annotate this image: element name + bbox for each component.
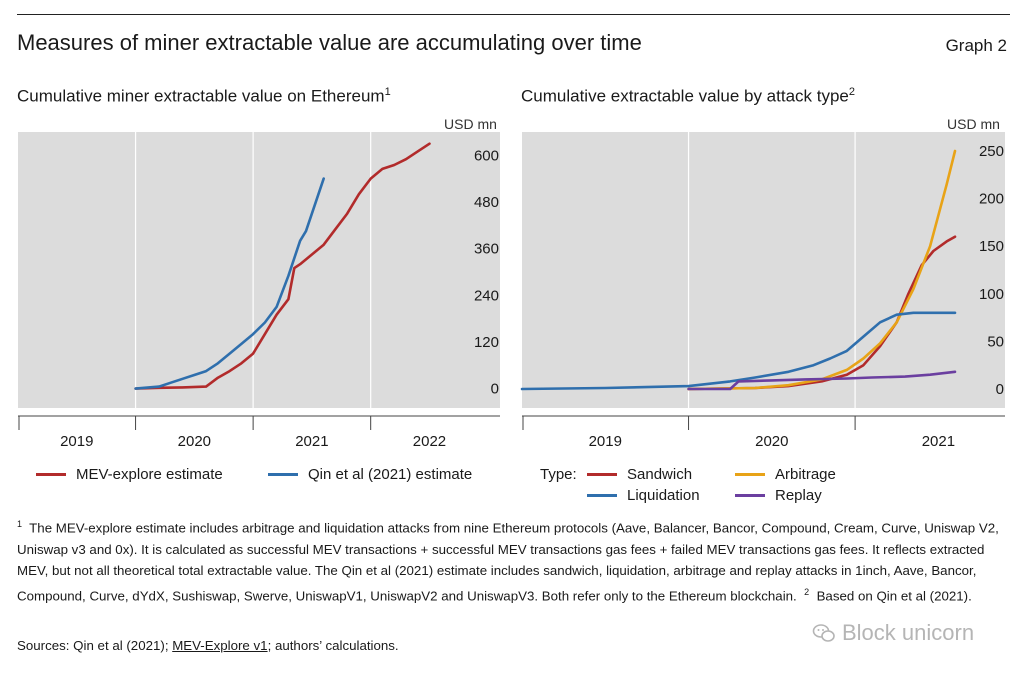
y-tick-label: 100: [979, 286, 1004, 303]
x-tick-label: 2019: [60, 433, 93, 450]
y-tick-label: 200: [979, 191, 1004, 208]
right-chart-title: Cumulative extractable value by attack t…: [521, 86, 856, 106]
legend-swatch: [36, 473, 66, 476]
x-tick-label: 2020: [178, 433, 211, 450]
top-rule: [17, 14, 1010, 15]
legend-item-replay: Replay: [735, 487, 822, 504]
legend-swatch: [735, 473, 765, 476]
legend-swatch: [268, 473, 298, 476]
series-line-qin-et-al-2021-estimate: [134, 177, 326, 390]
legend-swatch: [735, 494, 765, 497]
legend-swatch: [587, 494, 617, 497]
y-tick-label: 150: [979, 238, 1004, 255]
watermark: Block unicorn: [812, 620, 974, 646]
plot-background: [18, 132, 500, 408]
legend-swatch: [587, 473, 617, 476]
series-line-mev-explore-estimate: [134, 142, 431, 390]
x-tick-label: 2021: [922, 433, 955, 450]
y-tick-label: 360: [474, 241, 499, 258]
left-chart-title: Cumulative miner extractable value on Et…: [17, 86, 391, 106]
legend-item-qin: Qin et al (2021) estimate: [268, 466, 472, 483]
legend-item-mev-explore: MEV-explore estimate: [36, 466, 223, 483]
y-tick-label: 0: [491, 381, 499, 398]
legend-item-sandwich: Sandwich: [587, 466, 692, 483]
series-line-liquidation: [520, 311, 957, 391]
y-tick-label: 240: [474, 287, 499, 304]
x-tick-label: 2022: [413, 433, 446, 450]
x-tick-label: 2021: [295, 433, 328, 450]
legend-item-liquidation: Liquidation: [587, 487, 700, 504]
series-line-replay: [687, 370, 957, 391]
y-tick-label: 120: [474, 334, 499, 351]
y-tick-label: 250: [979, 143, 1004, 160]
right-unit-label: USD mn: [947, 116, 1000, 132]
y-tick-label: 600: [474, 147, 499, 164]
wechat-icon: [812, 624, 835, 642]
series-line-arbitrage: [687, 149, 957, 391]
legend-title: Type:: [540, 466, 577, 483]
y-tick-label: 0: [996, 381, 1004, 398]
x-tick-label: 2020: [755, 433, 788, 450]
page-title: Measures of miner extractable value are …: [17, 30, 642, 55]
footnote-1: The MEV-explore estimate includes arbitr…: [17, 520, 999, 604]
sources-line: Sources: Qin et al (2021); MEV-Explore v…: [17, 638, 399, 653]
plot-background: [522, 132, 1005, 408]
x-tick-label: 2019: [589, 433, 622, 450]
y-tick-label: 50: [987, 333, 1004, 350]
source-link-mev-explore[interactable]: MEV-Explore v1: [172, 638, 268, 653]
legend-item-arbitrage: Arbitrage: [735, 466, 836, 483]
y-tick-label: 480: [474, 194, 499, 211]
footnotes: 1 The MEV-explore estimate includes arbi…: [17, 519, 999, 604]
left-unit-label: USD mn: [444, 116, 497, 132]
graph-number: Graph 2: [945, 36, 1007, 55]
footnote-2: Based on Qin et al (2021).: [816, 588, 972, 604]
